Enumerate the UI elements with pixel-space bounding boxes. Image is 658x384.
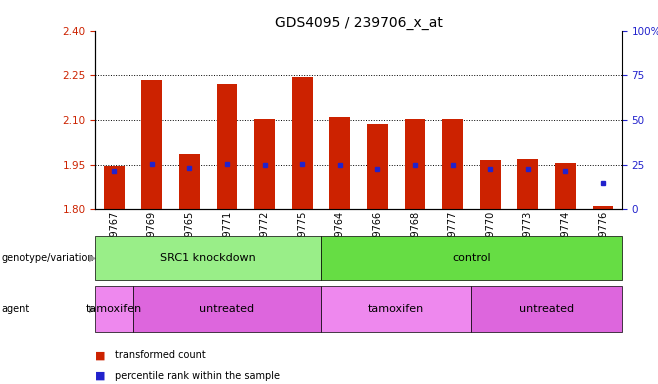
Bar	[480, 160, 501, 209]
Title: GDS4095 / 239706_x_at: GDS4095 / 239706_x_at	[274, 16, 443, 30]
Bar	[555, 163, 576, 209]
Bar	[593, 206, 613, 209]
Bar	[292, 77, 313, 209]
Text: ▶: ▶	[89, 253, 96, 263]
Text: tamoxifen: tamoxifen	[86, 304, 142, 314]
Bar	[405, 119, 425, 209]
Text: ■: ■	[95, 371, 106, 381]
Text: untreated: untreated	[519, 304, 574, 314]
Text: percentile rank within the sample: percentile rank within the sample	[115, 371, 280, 381]
Text: agent: agent	[1, 304, 30, 314]
Bar	[367, 124, 388, 209]
Text: ▶: ▶	[89, 304, 96, 314]
Text: SRC1 knockdown: SRC1 knockdown	[161, 253, 256, 263]
Bar	[254, 119, 275, 209]
Bar	[442, 119, 463, 209]
Bar	[330, 117, 350, 209]
Bar	[104, 166, 124, 209]
Text: untreated: untreated	[199, 304, 255, 314]
Bar	[517, 159, 538, 209]
Bar	[141, 80, 162, 209]
Text: ■: ■	[95, 350, 106, 360]
Bar	[216, 84, 238, 209]
Bar	[179, 154, 200, 209]
Text: transformed count: transformed count	[115, 350, 206, 360]
Text: tamoxifen: tamoxifen	[368, 304, 424, 314]
Text: genotype/variation: genotype/variation	[1, 253, 94, 263]
Text: control: control	[452, 253, 491, 263]
